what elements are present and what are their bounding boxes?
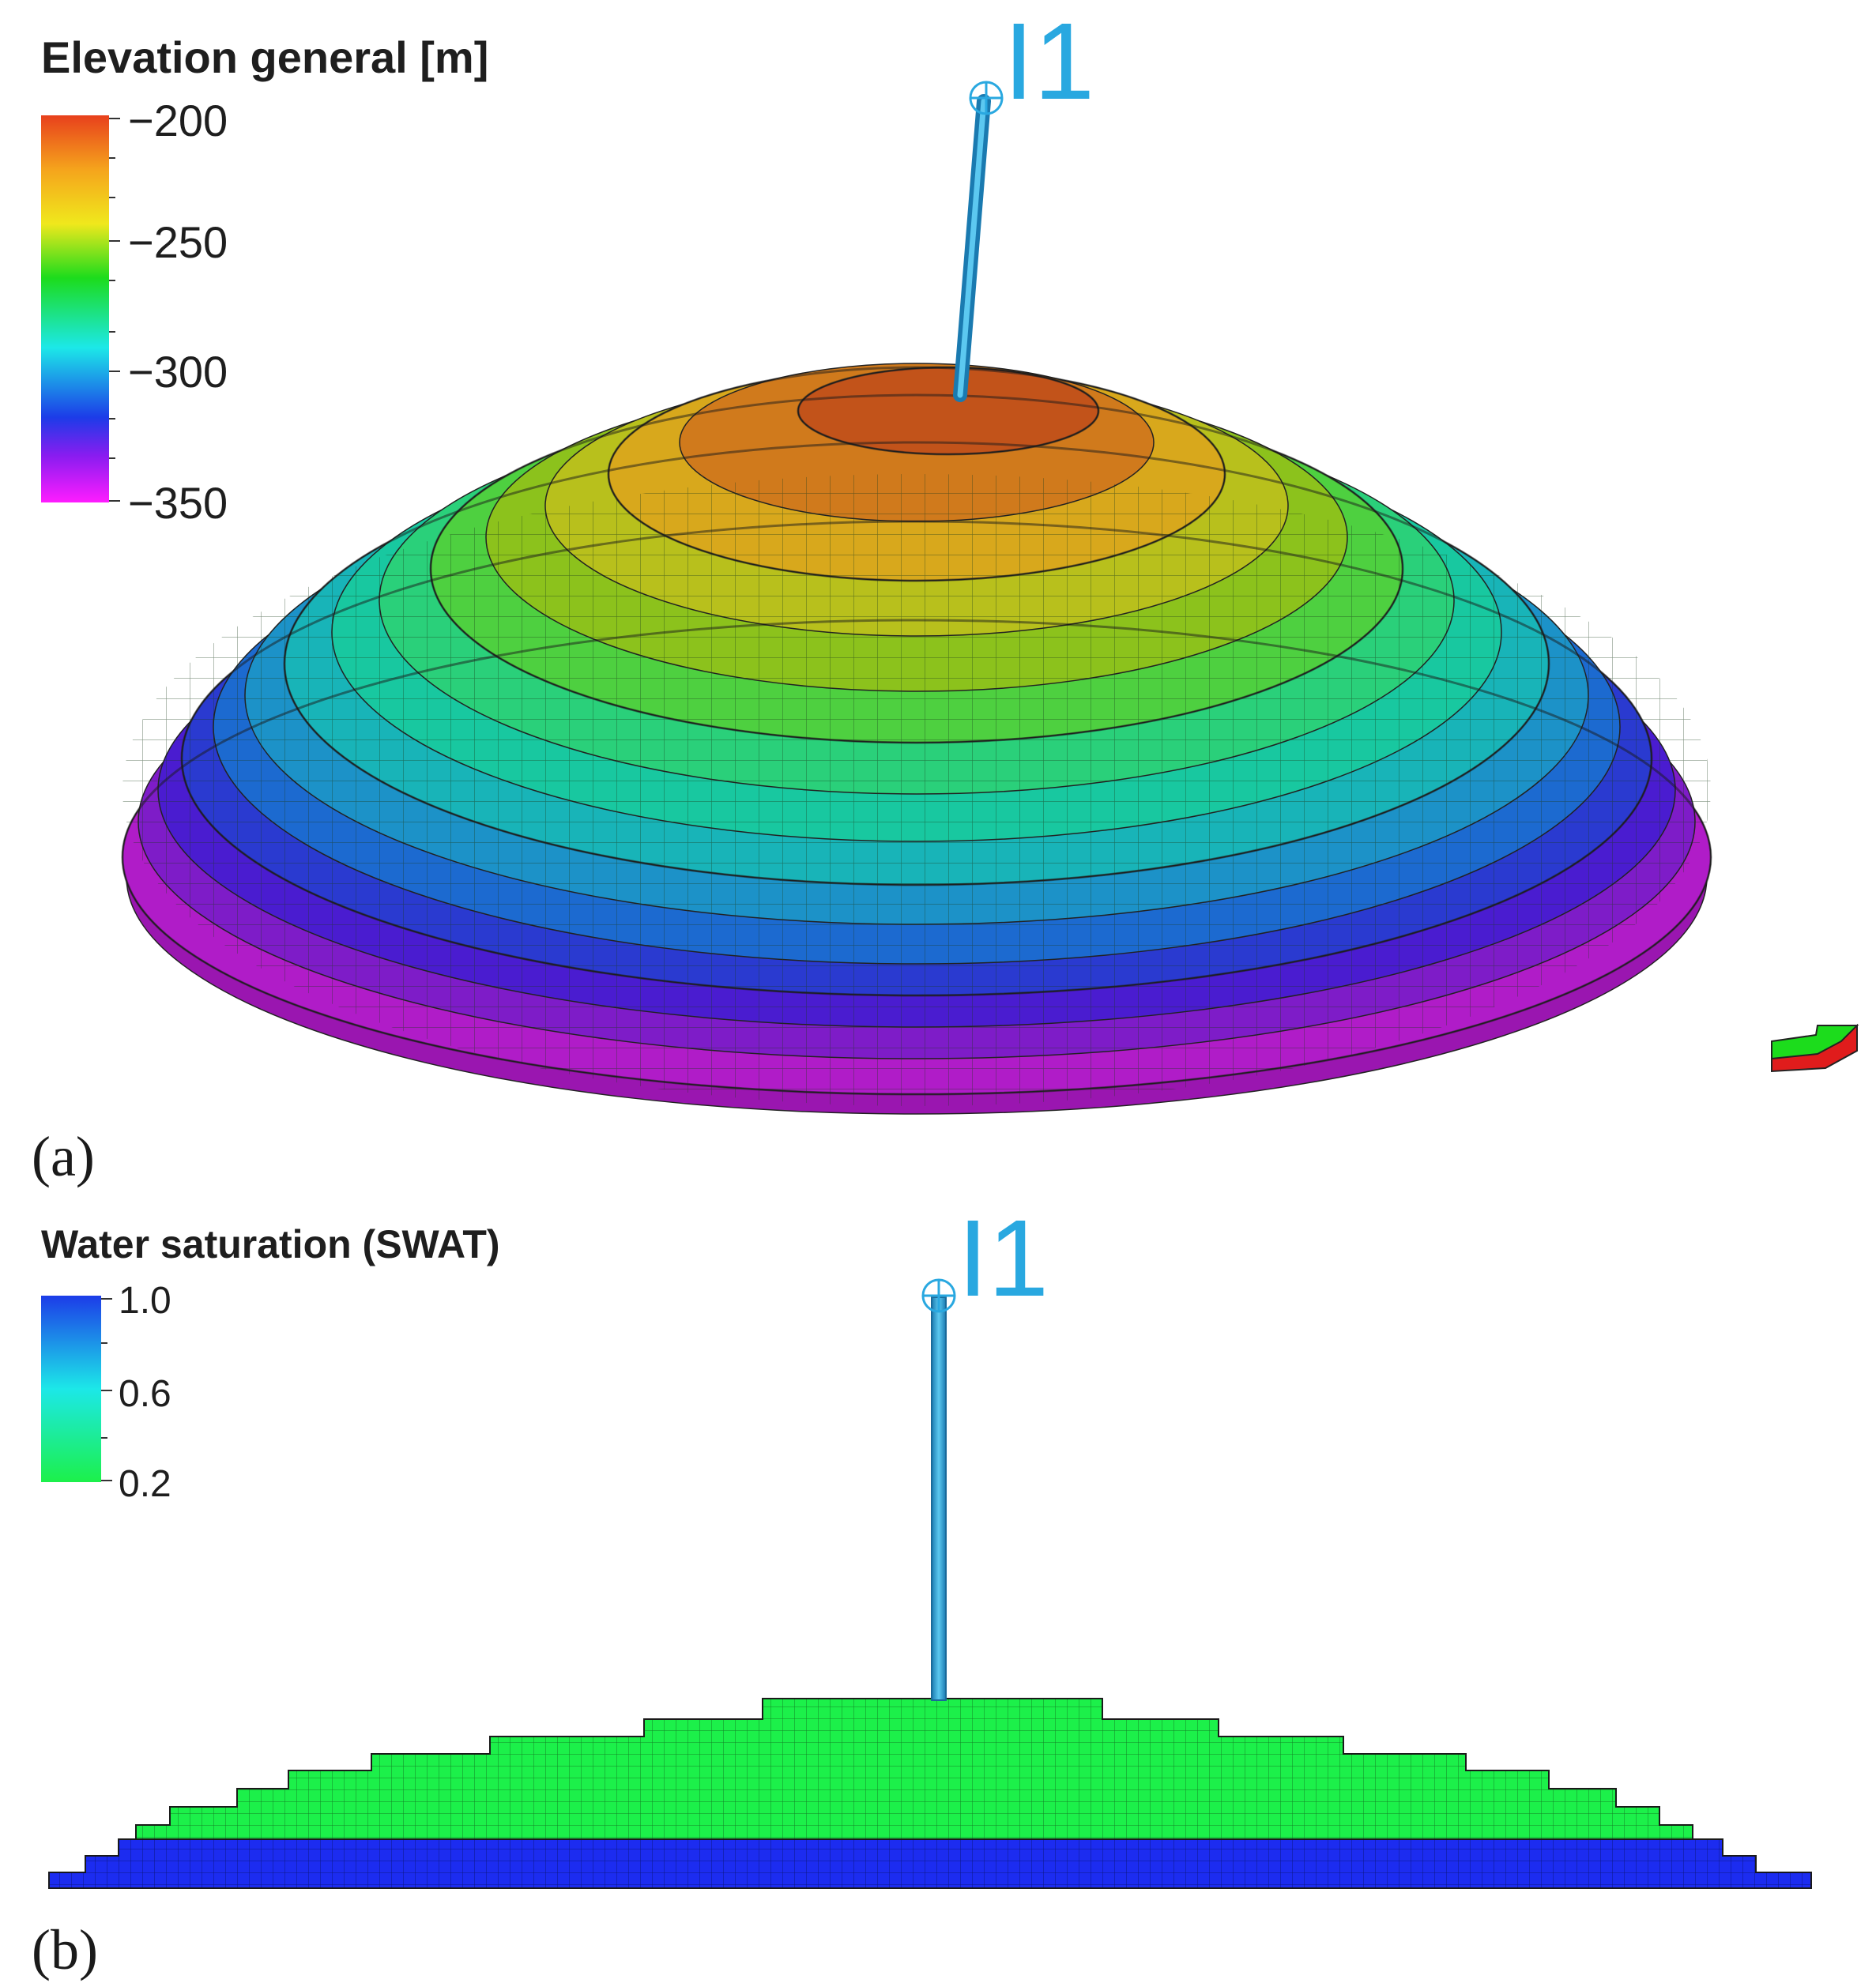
saturation-legend: Water saturation (SWAT) 1.0 0.6 0.2 <box>41 1222 500 1505</box>
water-zone-grid <box>49 1839 1811 1888</box>
saturation-tick-label: 0.6 <box>119 1373 171 1415</box>
well-i1[interactable]: I1 <box>953 1 1094 402</box>
panel-a: Elevation general [m] −200 −250 −300 −35… <box>32 1 1859 1188</box>
well-pipe-highlight <box>957 98 987 398</box>
panel-a-label: (a) <box>32 1125 95 1188</box>
panel-b-label: (b) <box>32 1918 98 1981</box>
saturation-tick-label: 0.2 <box>119 1463 171 1505</box>
well-i1-cross-section[interactable]: I1 <box>921 1198 1049 1701</box>
well-label: I1 <box>1004 1 1094 122</box>
well-head-icon <box>969 81 1004 115</box>
saturation-tick-label: 1.0 <box>119 1280 171 1322</box>
saturation-colorbar <box>41 1296 101 1482</box>
elevation-tick-label: −300 <box>128 347 228 397</box>
saturation-legend-title: Water saturation (SWAT) <box>41 1222 500 1266</box>
well-label: I1 <box>958 1198 1049 1319</box>
oil-zone-grid <box>136 1699 1693 1839</box>
saturation-colorbar-ticks <box>101 1298 112 1481</box>
elevation-tick-label: −200 <box>128 96 228 145</box>
panel-b: Water saturation (SWAT) 1.0 0.6 0.2 <box>32 1198 1812 1981</box>
elevation-colorbar-ticks <box>109 118 120 502</box>
elevation-tick-label: −350 <box>128 478 228 528</box>
reservoir-dome-model <box>121 363 1712 1115</box>
elevation-tick-label: −250 <box>128 217 228 267</box>
well-pipe <box>931 1296 947 1701</box>
elevation-colorbar <box>41 115 109 502</box>
reservoir-cross-section <box>48 1698 1812 1889</box>
axis-orientation-icon <box>1771 1023 1859 1073</box>
well-head-icon <box>921 1278 956 1313</box>
elevation-legend: Elevation general [m] −200 −250 −300 −35… <box>41 32 488 528</box>
elevation-legend-title: Elevation general [m] <box>41 32 488 82</box>
